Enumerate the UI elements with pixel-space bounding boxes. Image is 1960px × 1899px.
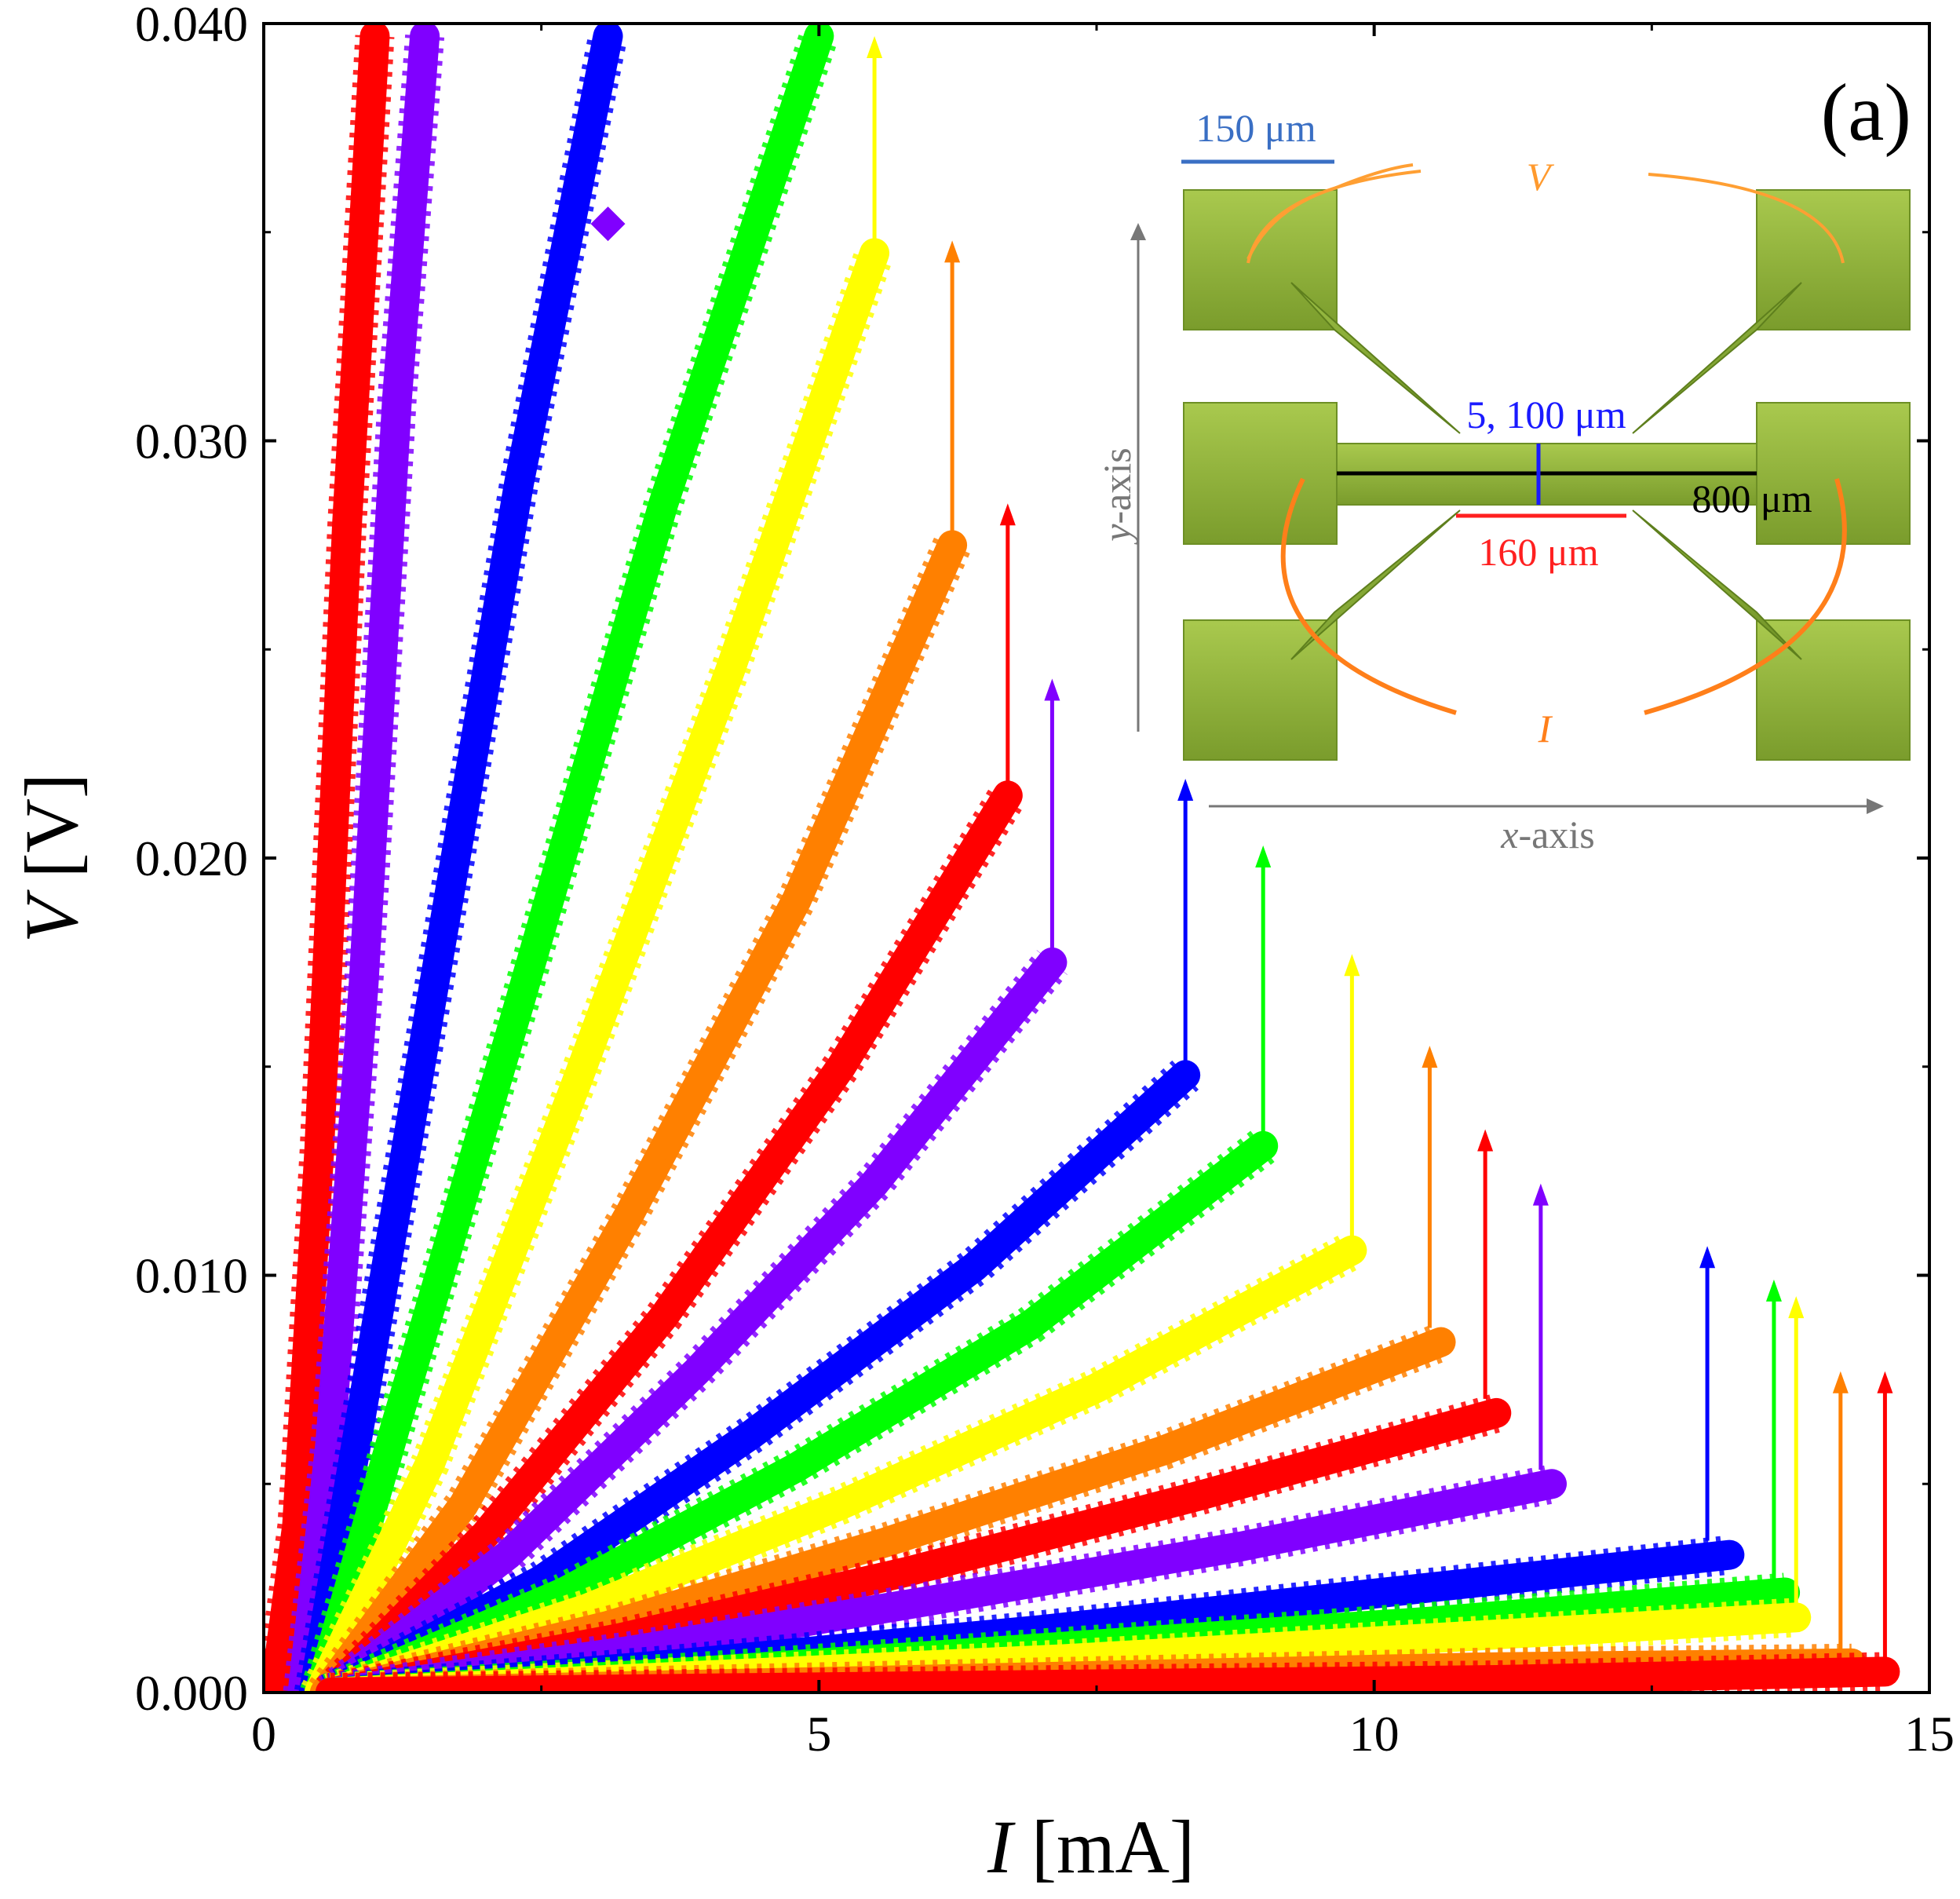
series-markers-curve-07 (316, 785, 1025, 1693)
x-tick-label: 15 (1904, 1706, 1955, 1762)
pad-bottom-left (1183, 619, 1338, 761)
y-tick-label: 0.010 (135, 1248, 248, 1304)
length-label: 800 μm (1692, 477, 1812, 520)
series-markers-curve-06 (308, 537, 970, 1693)
probe-top-left (1290, 282, 1461, 434)
x-tick-label: 0 (251, 1706, 276, 1762)
arrow-head-curve-17 (1788, 1296, 1805, 1319)
stray-marker (590, 206, 626, 242)
series-markers-curve-05 (301, 247, 893, 1693)
series-line-curve-03 (298, 24, 623, 1693)
arrow-head-curve-08 (1044, 678, 1060, 701)
probe-bottom-right (1632, 509, 1802, 660)
voltage-lead-right-arc (1648, 173, 1845, 264)
voltage-lead-left-arc (1246, 170, 1422, 264)
x-tick-label: 5 (806, 1706, 831, 1762)
arrow-head-curve-16 (1765, 1279, 1782, 1302)
arrow-head-curve-18 (1832, 1371, 1849, 1393)
arrow-head-curve-10 (1255, 845, 1272, 868)
y-axis-arrowhead (1130, 223, 1146, 240)
series-markers-curve-02 (283, 35, 445, 1693)
series-markers-curve-10 (323, 1130, 1276, 1693)
pad-top-left (1183, 189, 1338, 330)
axis-ticks: 0 5 10 15 0.000 0.010 0.020 0.030 0.040 (135, 0, 1955, 1762)
arrow-head-curve-07 (999, 503, 1016, 526)
x-axis-title: I [mA] (987, 1805, 1195, 1889)
pad-middle-right (1756, 402, 1911, 545)
width-label: 5, 100 μm (1466, 393, 1626, 436)
arrow-head-curve-14 (1532, 1183, 1549, 1206)
x-axis-arrowhead (1867, 798, 1884, 814)
y-tick-label: 0.020 (135, 831, 248, 886)
arrow-head-curve-06 (944, 240, 961, 263)
arrow-head-curve-13 (1477, 1129, 1494, 1152)
arrow-head-curve-11 (1344, 954, 1360, 977)
arrow-head-curve-15 (1699, 1246, 1716, 1269)
y-tick-label: 0.000 (135, 1665, 248, 1721)
panel-label: (a) (1821, 68, 1911, 158)
y-tick-label: 0.030 (135, 414, 248, 469)
voltage-label: V (1527, 155, 1555, 199)
y-axis-label: y-axis (1095, 447, 1139, 545)
gap-label: 160 μm (1478, 530, 1598, 574)
series-markers-curve-09 (321, 1060, 1199, 1693)
series-line-curve-08 (315, 947, 1068, 1693)
data-series (264, 24, 1900, 1693)
arrow-head-curve-09 (1177, 779, 1194, 802)
series-markers-curve-19 (330, 1652, 1885, 1693)
series-markers-curve-01 (264, 35, 395, 1693)
current-lead-left-arc (1280, 477, 1457, 715)
arrow-head-curve-12 (1422, 1046, 1438, 1068)
current-lead-right-arc (1644, 478, 1847, 715)
device-schematic-inset: 150 μm y-axis x-axis V I (1095, 106, 1911, 856)
pad-middle-left (1183, 402, 1338, 545)
arrow-head-curve-05 (867, 35, 883, 58)
series-markers-curve-04 (300, 30, 838, 1693)
arrow-head-curve-19 (1877, 1371, 1893, 1393)
pad-top-right (1756, 189, 1911, 330)
x-axis-label: x-axis (1500, 813, 1594, 856)
y-tick-label: 0.040 (135, 0, 248, 52)
probe-top-right (1632, 282, 1802, 434)
y-axis-title: V [V] (9, 773, 93, 943)
scale-bar-label: 150 μm (1195, 106, 1316, 150)
series-arrows (867, 35, 1893, 1658)
current-label: I (1538, 707, 1553, 750)
x-tick-label: 10 (1349, 1706, 1400, 1762)
series-markers-curve-16 (329, 1572, 1787, 1693)
